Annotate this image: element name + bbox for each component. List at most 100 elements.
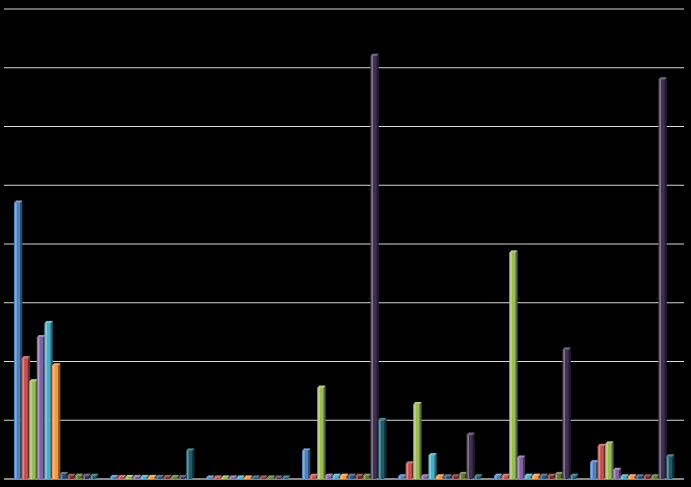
bar-top (612, 467, 622, 471)
bar-top (597, 443, 606, 447)
bar-side (250, 475, 253, 479)
bar-side (626, 474, 629, 479)
bar-top (117, 474, 126, 478)
bar-category-1-series-2 (21, 356, 30, 479)
bar-front (74, 476, 82, 479)
bar-highlight (179, 477, 181, 479)
bar-front (635, 476, 642, 479)
bar-top (547, 473, 556, 477)
bar-front (52, 365, 59, 479)
bar-highlight (318, 387, 320, 479)
bar-side (146, 474, 149, 479)
bar-category-5-series-11 (474, 474, 483, 479)
bar-front (509, 252, 516, 479)
bar-front (163, 477, 170, 479)
bar-front (148, 477, 155, 479)
bar-front (658, 79, 665, 479)
bar-highlight (525, 476, 527, 479)
bar-category-2-series-4 (132, 474, 142, 479)
bar-highlight (207, 477, 209, 479)
bar-highlight (636, 476, 639, 479)
bar-top (413, 401, 422, 405)
bar-side (384, 417, 387, 479)
bar-front (666, 456, 673, 479)
bar-side (161, 474, 164, 479)
bar-top (635, 474, 644, 477)
bar-category-6-series-3 (509, 250, 518, 479)
bar-top (178, 474, 187, 478)
bar-category-3-series-10 (274, 475, 283, 479)
bar-front (186, 450, 193, 479)
bar-highlight (222, 477, 224, 479)
bar-category-3-series-7 (251, 475, 260, 479)
bar-side (58, 363, 61, 479)
bar-highlight (30, 381, 32, 479)
bar-front (554, 474, 562, 479)
bar-category-3-series-5 (236, 475, 245, 479)
bar-side (123, 474, 126, 479)
bar-front (228, 477, 236, 479)
bar-category-7-series-6 (628, 474, 637, 479)
bar-category-3-series-6 (244, 475, 253, 479)
bar-top (324, 473, 334, 477)
bar-highlight (22, 358, 25, 479)
bar-top (274, 475, 283, 478)
bar-side (442, 474, 445, 479)
bar-side (154, 474, 157, 479)
bar-highlight (83, 476, 85, 479)
bar-side (265, 475, 268, 479)
bar-side (338, 473, 341, 479)
bar-highlight (475, 476, 477, 479)
bar-highlight (91, 476, 93, 479)
bar-side (376, 53, 379, 479)
bar-front (44, 323, 51, 479)
bar-category-4-series-6 (340, 473, 349, 479)
bar-category-7-series-2 (597, 443, 606, 479)
bar-category-3-series-2 (213, 475, 222, 479)
bar-highlight (283, 477, 285, 479)
bar-top (474, 474, 483, 477)
bar-top (52, 363, 61, 366)
bar-top (21, 356, 30, 359)
bar-side (288, 475, 291, 479)
bar-side (353, 473, 356, 479)
bar-front (597, 446, 604, 479)
bar-highlight (548, 476, 550, 479)
bar-top (251, 475, 260, 478)
bar-side (480, 474, 483, 479)
bar-top (347, 473, 356, 477)
bar-category-3-series-11 (282, 475, 291, 479)
bar-side (545, 473, 548, 479)
bar-front (14, 202, 21, 479)
bar-category-3-series-8 (259, 475, 268, 479)
bar-category-4-series-10 (370, 53, 379, 479)
bar-top (524, 473, 533, 477)
bar-side (500, 473, 503, 479)
bar-highlight (310, 476, 313, 479)
bar-top (458, 471, 468, 475)
bar-front (605, 443, 612, 479)
bar-highlight (60, 474, 63, 479)
bar-category-6-series-11 (570, 473, 579, 479)
bar-front (628, 476, 635, 479)
bar-category-6-series-6 (532, 473, 541, 479)
bar-category-2-series-10 (178, 474, 187, 479)
bar-front (67, 476, 74, 479)
bar-side (96, 473, 99, 479)
bar-category-5-series-10 (466, 432, 475, 479)
bar-category-5-series-4 (420, 474, 430, 479)
bar-category-2-series-1 (110, 474, 119, 479)
bar-side (212, 475, 215, 479)
bar-top (163, 474, 172, 478)
bar-side (192, 448, 195, 479)
bar-highlight (502, 476, 505, 479)
bar-highlight (459, 474, 462, 479)
bar-front (206, 477, 213, 479)
bar-highlight (563, 349, 565, 479)
bar-top (14, 200, 23, 203)
bar-front (443, 476, 450, 479)
bar-category-7-series-8 (643, 474, 652, 479)
bar-side (576, 473, 579, 479)
bar-side (131, 474, 134, 479)
bar-front (370, 56, 377, 479)
